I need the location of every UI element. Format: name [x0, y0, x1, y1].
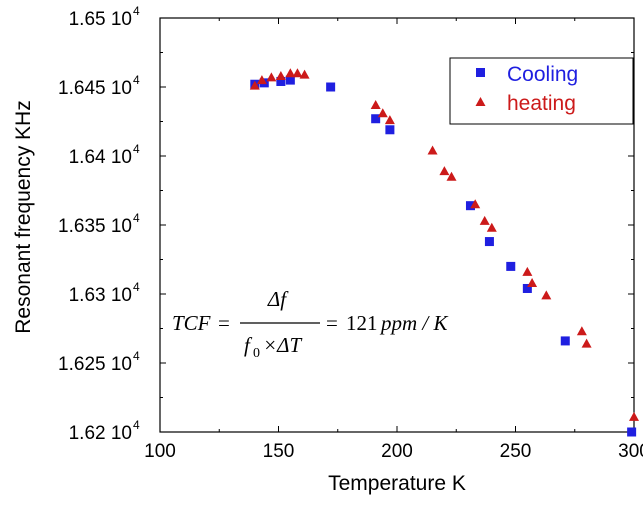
- x-tick-label: 250: [500, 441, 532, 462]
- legend-label-heating: heating: [507, 92, 576, 115]
- data-point-heating: [292, 68, 303, 78]
- y-tick-exponent: 4: [133, 280, 140, 294]
- y-tick-label: 1.635 10: [58, 216, 132, 237]
- legend: Cooling heating: [449, 57, 634, 125]
- data-point-cooling: [627, 427, 637, 437]
- data-point-heating: [256, 75, 267, 85]
- y-tick-label: 1.645 10: [58, 78, 132, 99]
- data-points: [249, 68, 639, 437]
- data-point-cooling: [326, 82, 336, 92]
- data-point-heating: [581, 338, 592, 348]
- data-point-cooling: [484, 237, 494, 247]
- x-axis-label: Temperature K: [328, 472, 466, 495]
- equation-equals-1: =: [218, 311, 230, 335]
- equation-denominator-sub: 0: [253, 346, 260, 361]
- y-tick-exponent: 4: [133, 4, 140, 18]
- y-axis-label: Resonant frequency KHz: [12, 100, 35, 333]
- data-point-heating: [479, 215, 490, 225]
- y-tick-label: 1.62 10: [69, 423, 132, 444]
- y-tick-exponent: 4: [133, 211, 140, 225]
- plot-frame: [159, 17, 635, 433]
- data-point-heating: [470, 199, 481, 209]
- data-point-cooling: [560, 336, 570, 346]
- data-point-heating: [299, 69, 310, 79]
- y-tick-exponent: 4: [133, 349, 140, 363]
- data-point-heating: [439, 166, 450, 176]
- data-point-heating: [629, 411, 639, 421]
- data-point-heating: [541, 290, 552, 300]
- y-tick-label: 1.625 10: [58, 354, 132, 375]
- data-point-cooling: [465, 201, 475, 211]
- x-axis-ticks: 100 150 200 250 300: [144, 18, 643, 462]
- x-tick-label: 200: [381, 441, 413, 462]
- data-point-heating: [377, 108, 388, 118]
- legend-marker-heating: [475, 97, 486, 106]
- data-point-cooling: [371, 114, 381, 124]
- x-tick-label: 100: [144, 441, 176, 462]
- equation-lhs: TCF: [172, 311, 211, 335]
- equation-numerator: Δf: [267, 287, 289, 311]
- data-point-heating: [576, 326, 587, 336]
- data-point-heating: [370, 99, 381, 109]
- data-point-heating: [249, 80, 260, 90]
- legend-marker-cooling: [476, 68, 485, 77]
- data-point-cooling: [385, 125, 395, 135]
- data-point-heating: [527, 277, 538, 287]
- legend-label-cooling: Cooling: [507, 63, 578, 86]
- tcf-equation: TCF = Δf f 0 ×ΔT = 121 ppm / K: [172, 287, 449, 361]
- data-point-cooling: [285, 75, 295, 85]
- data-point-heating: [266, 72, 277, 82]
- y-tick-label: 1.65 10: [69, 9, 132, 30]
- data-point-heating: [486, 222, 497, 232]
- y-tick-exponent: 4: [133, 73, 140, 87]
- y-tick-label: 1.63 10: [69, 285, 132, 306]
- y-tick-exponent: 4: [133, 142, 140, 156]
- data-point-heating: [446, 171, 457, 181]
- equation-value: 121: [346, 311, 378, 335]
- equation-equals-2: =: [326, 311, 338, 335]
- data-point-cooling: [506, 261, 516, 271]
- equation-denominator-f: f: [244, 333, 253, 357]
- equation-unit: ppm / K: [379, 311, 449, 335]
- y-tick-label: 1.64 10: [69, 147, 132, 168]
- y-axis-ticks: 1.62 10 41.625 10 41.63 10 41.635 10 41.64 1…: [58, 4, 634, 444]
- data-point-heating: [427, 145, 438, 155]
- x-tick-label: 300: [618, 441, 643, 462]
- data-point-heating: [285, 68, 296, 78]
- data-point-heating: [384, 115, 395, 125]
- data-point-cooling: [522, 283, 532, 293]
- data-point-heating: [522, 266, 533, 276]
- y-tick-exponent: 4: [133, 418, 140, 432]
- data-point-cooling: [276, 76, 286, 86]
- x-tick-label: 150: [263, 441, 295, 462]
- equation-denominator-rest: ×ΔT: [263, 333, 302, 357]
- data-point-heating: [275, 70, 286, 80]
